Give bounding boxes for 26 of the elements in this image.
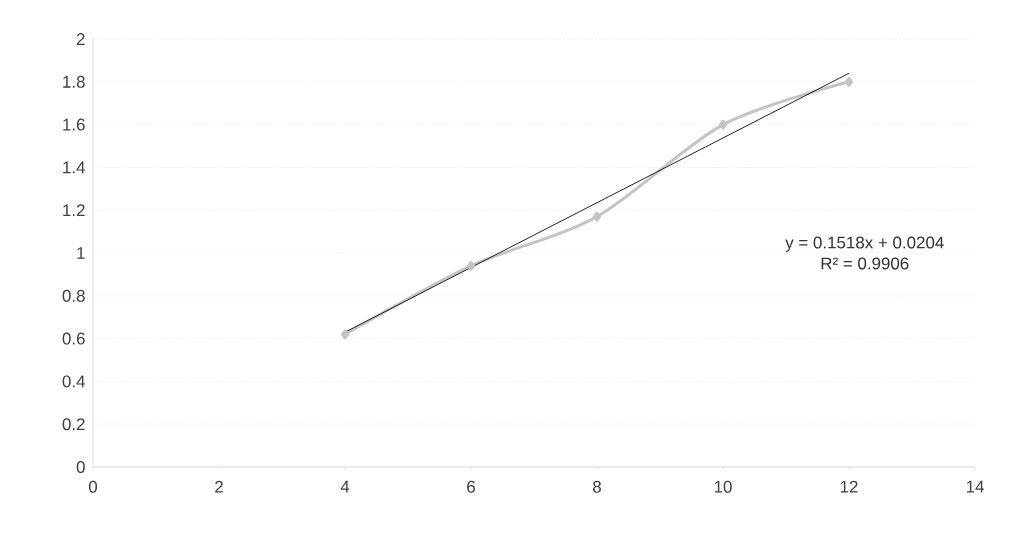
- y-tick-label: 1.8: [63, 75, 85, 88]
- y-tick-label: 0.4: [62, 375, 85, 388]
- point: [592, 211, 602, 222]
- y-tick-label: 0.8: [62, 289, 85, 302]
- x-tick-label: 2: [215, 480, 223, 493]
- x-tick-label: 12: [840, 480, 858, 493]
- x-tick-label: 14: [966, 480, 984, 493]
- y-tick-label: 1.6: [63, 118, 85, 131]
- point: [466, 260, 476, 271]
- point: [718, 119, 728, 130]
- y-tick-label: 2: [76, 33, 85, 45]
- x-tick-label: 8: [593, 480, 601, 493]
- annotation: R² = 0.9906: [821, 257, 909, 270]
- x-tick-label: 6: [467, 480, 475, 493]
- y-tick-label: 1.4: [63, 161, 85, 174]
- y-tick-label: 1: [77, 247, 85, 259]
- y-tick-label: 0.2: [62, 418, 85, 431]
- annotation: y = 0.1518x + 0.0204: [785, 236, 944, 252]
- point: [844, 76, 854, 87]
- y-tick-label: 1.2: [63, 204, 85, 217]
- point: [340, 329, 350, 340]
- x-tick-label: 0: [88, 480, 98, 493]
- x-tick-label: 10: [714, 480, 732, 493]
- x-tick-label: 4: [340, 480, 350, 493]
- y-tick-label: 0.6: [62, 332, 85, 345]
- y-tick-label: 0: [76, 461, 85, 473]
